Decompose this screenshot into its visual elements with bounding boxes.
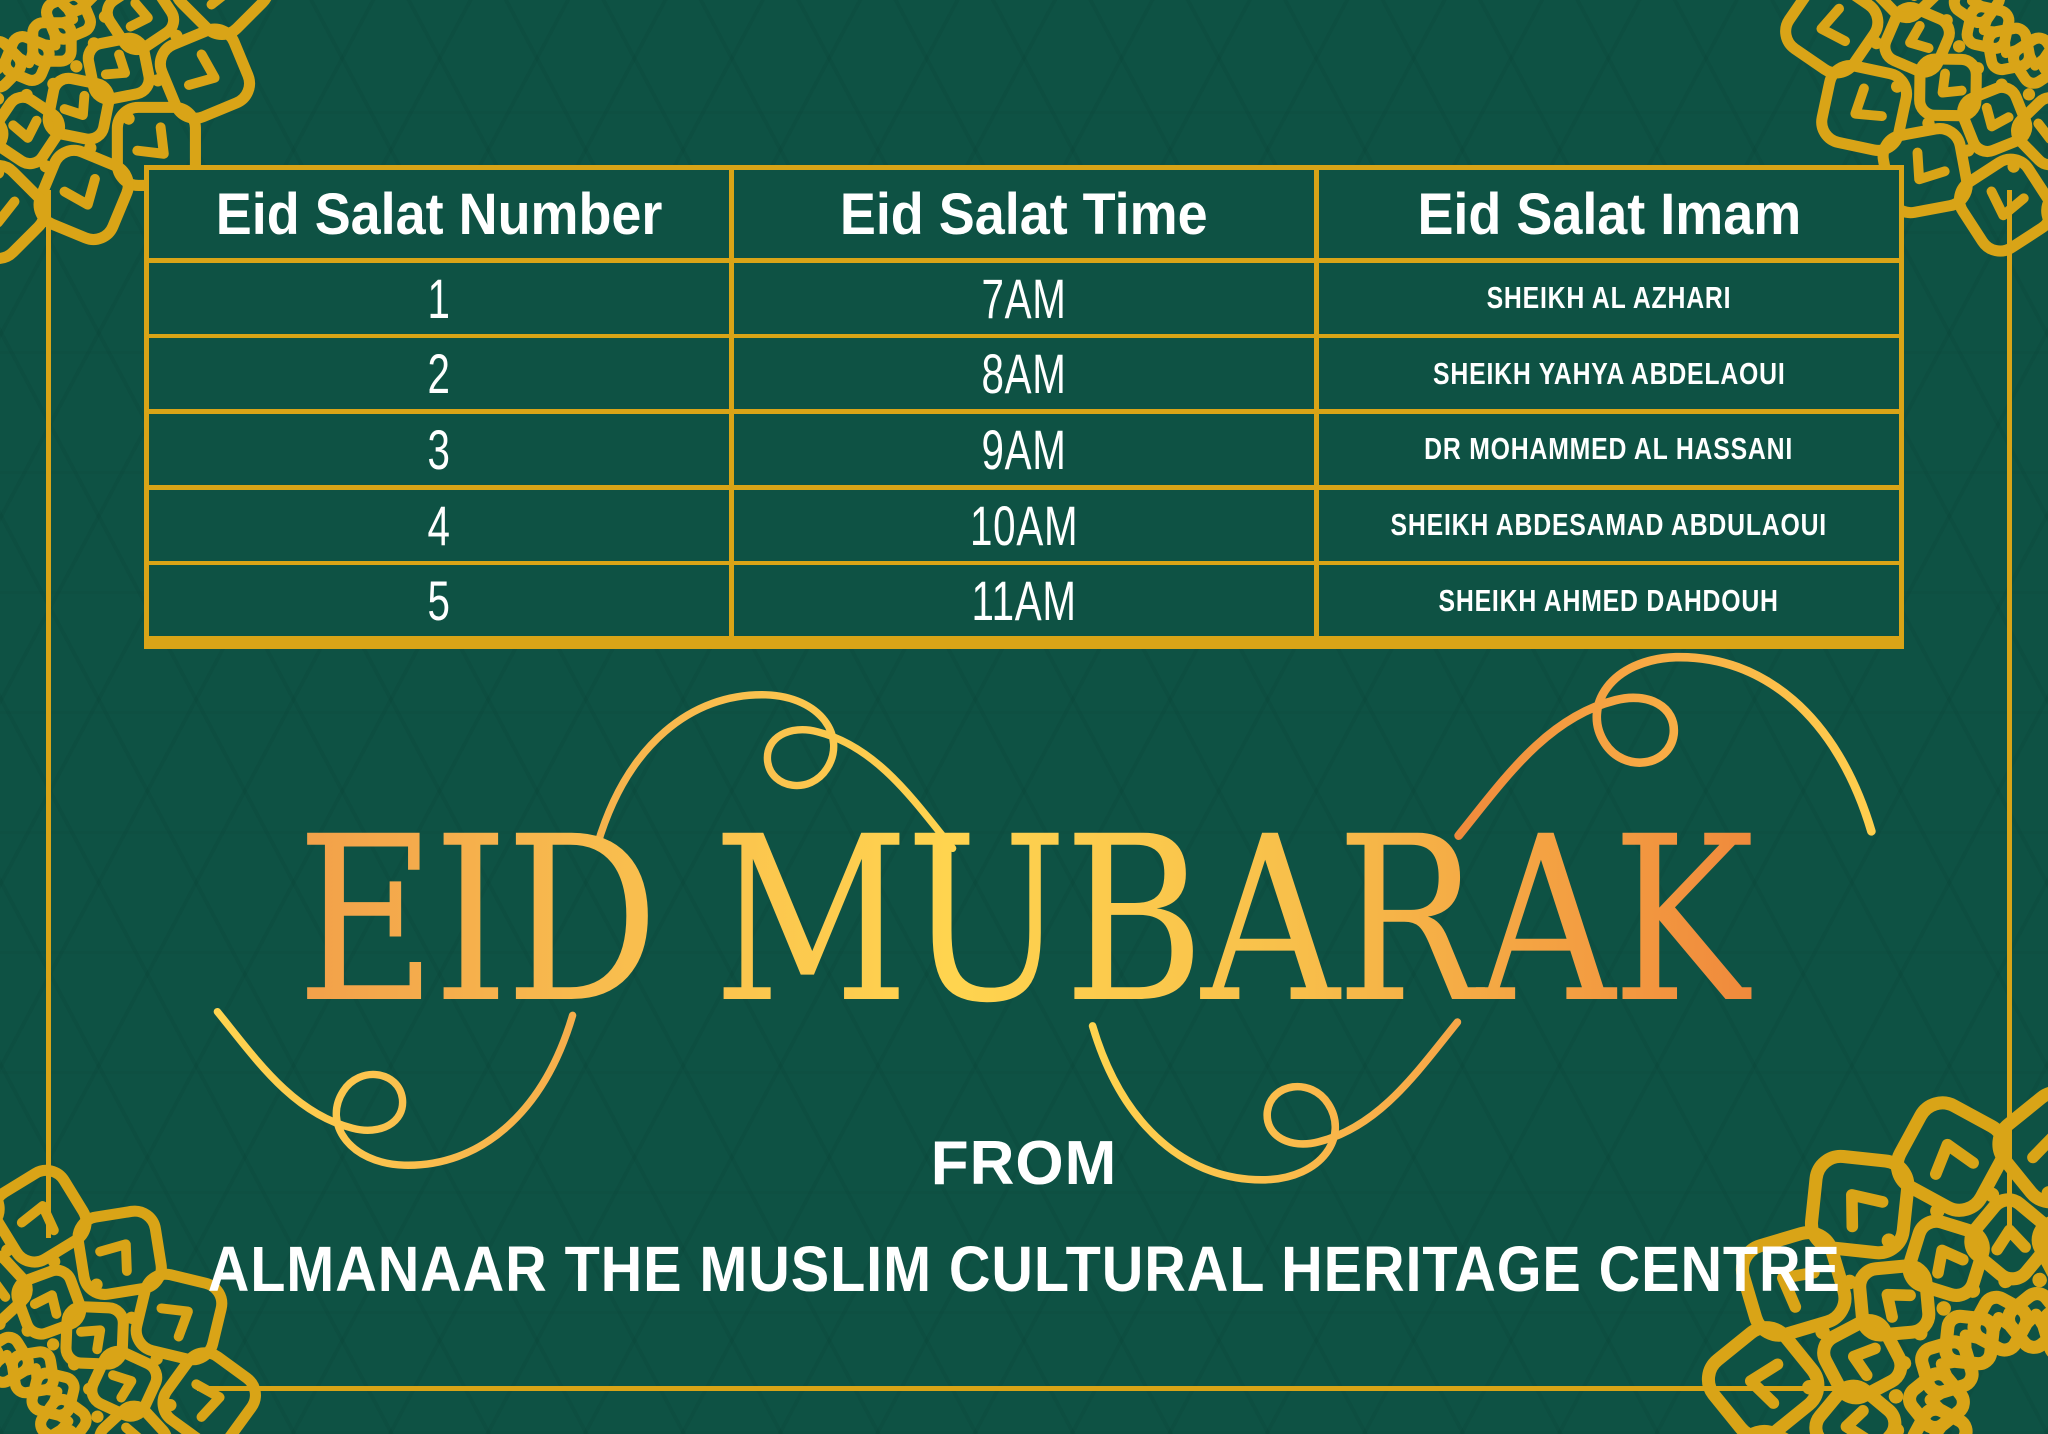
flourish-swash-icon	[1440, 640, 1890, 855]
table-cell-imam: SHEIKH AL AZHARI	[1318, 262, 1899, 334]
table-cell-time: 9AM	[733, 413, 1315, 486]
column-header-number: Eid Salat Number	[149, 170, 730, 258]
column-header-time: Eid Salat Time	[733, 170, 1315, 258]
organization-name: ALMANAAR THE MUSLIM CULTURAL HERITAGE CE…	[207, 1233, 1841, 1305]
mandala-corner-ornament-icon	[1672, 0, 2048, 366]
frame-line-right	[2007, 190, 2012, 1240]
table-cell-time: 10AM	[733, 489, 1315, 561]
eid-salat-schedule-table: Eid Salat Number Eid Salat Time Eid Sala…	[144, 165, 1904, 649]
table-cell-imam: SHEIKH YAHYA ABDELAOUI	[1318, 338, 1899, 410]
from-label: FROM	[930, 1129, 1118, 1198]
greeting-text: EID MUBARAK	[296, 787, 1754, 1053]
flourish-swash-icon	[200, 995, 590, 1180]
column-header-imam: Eid Salat Imam	[1318, 170, 1899, 258]
table-cell-number: 3	[149, 413, 730, 486]
table-cell-time: 11AM	[733, 565, 1315, 637]
greeting-headline: EID MUBARAK	[0, 800, 2048, 1040]
table-cell-imam: DR MOHAMMED AL HASSANI	[1318, 413, 1899, 486]
mandala-corner-ornament-icon	[0, 1068, 354, 1434]
mandala-corner-ornament-icon	[0, 0, 318, 308]
frame-line-bottom	[197, 1386, 1853, 1391]
flourish-swash-icon	[560, 680, 990, 865]
frame-line-left	[46, 190, 51, 1238]
mandala-corner-ornament-icon	[1611, 995, 2048, 1434]
table-cell-number: 4	[149, 489, 730, 561]
table-cell-imam: SHEIKH AHMED DAHDOUH	[1318, 565, 1899, 637]
table-cell-time: 8AM	[733, 338, 1315, 410]
table-cell-number: 2	[149, 338, 730, 410]
table-cell-number: 5	[149, 565, 730, 637]
flourish-swash-icon	[1070, 1005, 1480, 1195]
table-cell-time: 7AM	[733, 262, 1315, 334]
table-cell-number: 1	[149, 262, 730, 334]
table-cell-imam: SHEIKH ABDESAMAD ABDULAOUI	[1318, 489, 1899, 561]
